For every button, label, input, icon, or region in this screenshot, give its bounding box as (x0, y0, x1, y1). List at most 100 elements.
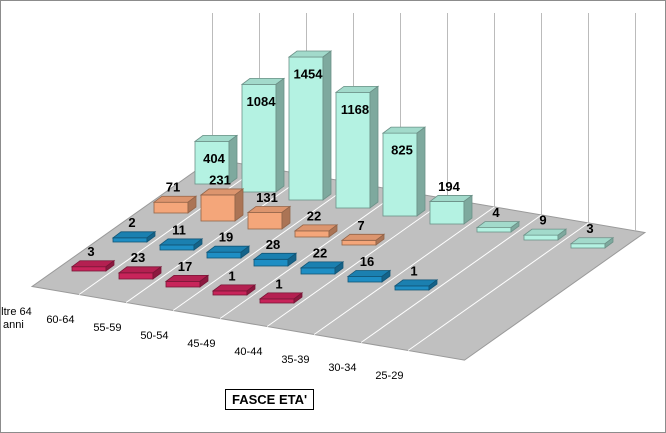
value-label: 22 (307, 208, 321, 223)
bar-side (463, 194, 473, 225)
bar (117, 266, 163, 280)
floor-divider (313, 206, 495, 335)
bar-side (322, 50, 332, 201)
floor-divider (125, 174, 307, 303)
bar-side (557, 228, 567, 241)
bar (522, 228, 568, 241)
bar-front (165, 280, 201, 288)
value-label: 825 (391, 143, 413, 158)
bar-front (112, 237, 148, 243)
bar-front (523, 234, 559, 241)
bar-side (146, 231, 156, 243)
bar-front (341, 239, 377, 246)
value-label: 23 (131, 250, 145, 265)
bar (199, 188, 245, 222)
bar-side (240, 245, 250, 259)
bar (569, 236, 615, 249)
value-label: 7 (357, 218, 364, 233)
bar (475, 220, 521, 233)
value-label: 1 (228, 268, 235, 283)
bar (240, 77, 286, 193)
value-label: 17 (178, 259, 192, 274)
bar (334, 85, 380, 209)
bar-side (246, 284, 256, 296)
bar-side (287, 252, 297, 267)
floor-divider (78, 166, 260, 295)
bar (258, 292, 304, 304)
bar (205, 245, 251, 259)
bar-front (570, 243, 606, 249)
x-tick-label: 30-34 (328, 362, 357, 375)
x-tick-label: 45-49 (187, 338, 216, 351)
value-label: 1168 (341, 102, 369, 117)
bar-side (234, 188, 244, 222)
value-label: 2 (128, 215, 135, 230)
value-label: 11 (172, 222, 186, 237)
x-tick-label: 60-64 (46, 314, 75, 327)
value-label: 3 (87, 244, 94, 259)
bar (293, 224, 339, 238)
floor-divider (407, 222, 589, 351)
bar-front (247, 212, 283, 230)
bar-side (199, 274, 209, 288)
floor-divider (360, 214, 542, 343)
bar-side (152, 266, 162, 280)
bar (393, 279, 439, 291)
bar-side (428, 279, 438, 291)
bar-side (604, 236, 614, 249)
value-label: 404 (203, 151, 225, 166)
bar (70, 259, 116, 272)
bar-front (382, 132, 418, 217)
bar (287, 50, 333, 201)
bar (111, 231, 157, 243)
bar (211, 284, 257, 296)
bar-front (71, 266, 107, 272)
bar-side (510, 220, 520, 233)
bar-side (105, 259, 115, 272)
value-label: 9 (539, 213, 546, 228)
value-label: 19 (219, 230, 233, 245)
bar (252, 252, 298, 267)
value-label: 16 (360, 254, 374, 269)
bar-front (194, 140, 230, 185)
value-label: 28 (266, 237, 280, 252)
bar-front (200, 194, 236, 222)
bar-front (212, 290, 248, 296)
x-tick-label: 50-54 (140, 330, 169, 343)
bar-side (375, 233, 385, 246)
bar-front (159, 244, 195, 251)
bar-front (335, 91, 371, 209)
bar (381, 126, 427, 217)
bar (152, 195, 198, 214)
bar-front (429, 201, 465, 225)
bar-front (253, 258, 289, 267)
bar-side (187, 195, 197, 214)
bar-front (476, 227, 512, 233)
value-label: 4 (492, 205, 500, 220)
value-label: 1084 (247, 94, 277, 109)
bar-front (259, 298, 295, 304)
bar-front (347, 276, 383, 283)
x-tick-label: 55-59 (93, 322, 122, 335)
bar-front (241, 83, 277, 193)
value-label: 22 (313, 245, 327, 260)
bar-front (300, 267, 336, 275)
bar-front (118, 272, 154, 280)
value-label: 71 (166, 180, 180, 195)
x-tick-label: 35-39 (281, 354, 310, 367)
x-tick-label: 40-44 (234, 346, 263, 359)
bar-front (153, 201, 189, 214)
x-tick-label: 25-29 (375, 370, 404, 383)
bar-side (193, 238, 203, 251)
bar (340, 233, 386, 246)
bar-side (369, 85, 379, 209)
bar-front (394, 285, 430, 291)
bar (193, 134, 239, 185)
floor-divider (219, 190, 401, 319)
bar-side (228, 134, 238, 185)
floor-divider (266, 198, 448, 327)
bar-front (206, 251, 242, 259)
x-axis-label: FASCE ETA' (225, 389, 315, 410)
